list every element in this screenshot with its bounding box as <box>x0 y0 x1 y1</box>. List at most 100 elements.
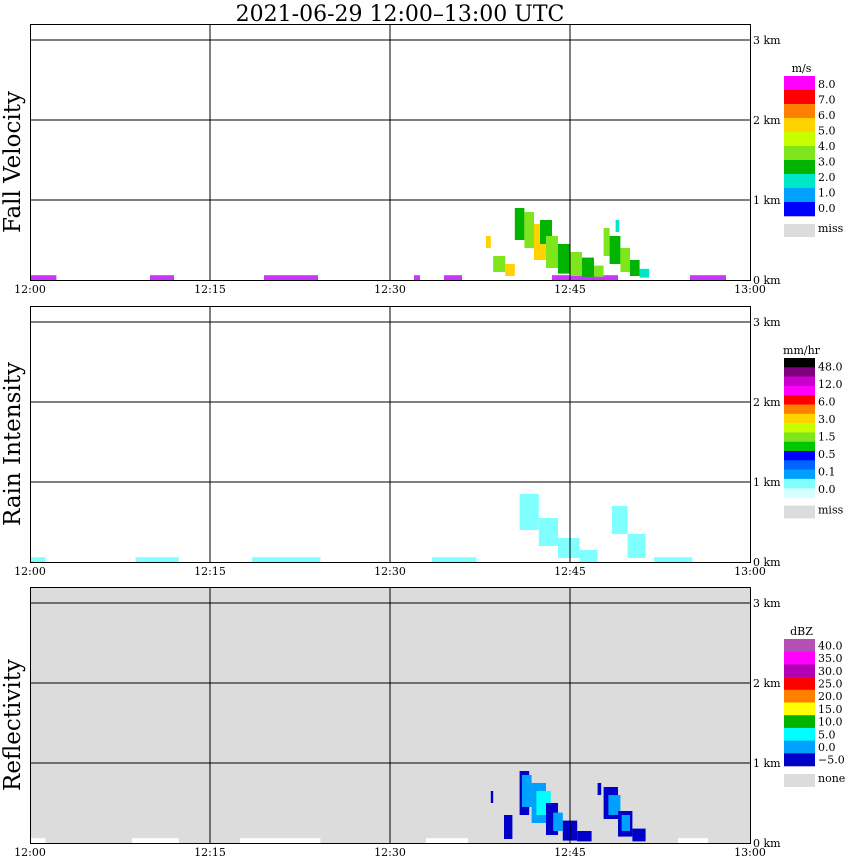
data-cell <box>252 557 321 562</box>
data-cell <box>504 815 513 839</box>
colorbar-swatch <box>784 423 815 433</box>
data-cell <box>493 256 506 272</box>
colorbar-swatch <box>784 132 815 147</box>
colorbar-label: 10.0 <box>818 716 843 729</box>
colorbar-swatch <box>784 118 815 133</box>
data-cell <box>654 557 693 562</box>
y-tick-label: 1 km <box>753 757 781 770</box>
colorbar-label: 48.0 <box>818 361 843 374</box>
colorbar-label: 6.0 <box>818 396 836 409</box>
data-cell <box>632 828 646 842</box>
data-cell <box>603 228 610 256</box>
data-cell <box>558 538 580 558</box>
colorbar-label: 8.0 <box>818 78 836 91</box>
data-cell <box>627 534 646 558</box>
y-tick-label: 1 km <box>753 476 781 489</box>
colorbar-label: 1.0 <box>818 187 836 200</box>
colorbar-swatch <box>784 451 815 461</box>
figure-title: 2021-06-29 12:00–13:00 UTC <box>236 2 565 27</box>
colorbar-swatch <box>784 441 815 452</box>
colorbar-label: 12.0 <box>818 378 843 391</box>
x-tick-label: 12:00 <box>14 846 46 859</box>
colorbar-swatch <box>784 432 815 442</box>
x-tick-label: 12:00 <box>14 283 46 296</box>
colorbar-swatch <box>784 488 815 498</box>
colorbar-miss-label: miss <box>818 504 844 517</box>
x-tick-label: 13:00 <box>734 846 766 859</box>
x-tick-label: 12:45 <box>554 283 586 296</box>
colorbar-label: 40.0 <box>818 639 843 652</box>
x-tick-label: 12:30 <box>374 283 406 296</box>
y-tick-label: 3 km <box>753 34 781 47</box>
colorbar-swatch <box>784 478 815 489</box>
data-cell <box>30 838 46 843</box>
data-cell <box>678 838 708 843</box>
y-tick-label: 0 km <box>753 274 781 287</box>
plot-frame <box>30 587 751 844</box>
colorbar-swatch <box>784 76 815 91</box>
x-tick-label: 13:00 <box>734 565 766 578</box>
data-cell <box>546 236 558 268</box>
data-cell <box>538 518 558 546</box>
data-cell <box>264 275 318 280</box>
colorbar-swatch <box>784 413 815 424</box>
y-tick-label: 0 km <box>753 837 781 850</box>
colorbar-swatch <box>784 689 815 703</box>
data-cell <box>30 557 46 562</box>
data-cell <box>486 236 491 248</box>
data-cell <box>135 557 179 562</box>
colorbar-unit: mm/hr <box>783 344 821 357</box>
colorbar-miss-label: none <box>818 772 845 785</box>
x-tick-label: 12:15 <box>194 565 226 578</box>
colorbar-swatch <box>784 174 815 189</box>
data-cell <box>432 557 477 562</box>
colorbar-label: 2.0 <box>818 171 836 184</box>
colorbar-swatch <box>784 202 815 217</box>
colorbar-miss-swatch <box>784 224 815 237</box>
colorbar-swatch <box>784 376 815 387</box>
data-cell <box>505 264 515 276</box>
colorbar-label: 5.0 <box>818 124 836 137</box>
data-cell <box>608 795 621 815</box>
data-cell <box>615 220 620 232</box>
plot-frame <box>30 24 751 281</box>
data-cell <box>444 275 462 280</box>
y-tick-label: 2 km <box>753 677 781 690</box>
colorbar-label: 0.0 <box>818 202 836 215</box>
colorbar-swatch <box>784 469 815 480</box>
colorbar-swatch <box>784 753 815 767</box>
colorbar-unit: dBZ <box>790 625 813 638</box>
data-cell <box>519 494 539 530</box>
colorbar-swatch <box>784 715 815 729</box>
data-cell <box>597 783 602 795</box>
colorbar-label: 6.0 <box>818 109 836 122</box>
colorbar-swatch <box>784 395 815 405</box>
colorbar-miss-swatch <box>784 505 815 519</box>
colorbar-label: 15.0 <box>818 703 843 716</box>
x-tick-label: 12:30 <box>374 565 406 578</box>
data-cell <box>577 831 592 842</box>
data-cell <box>612 506 628 534</box>
y-tick-label: 0 km <box>753 556 781 569</box>
x-tick-label: 13:00 <box>734 283 766 296</box>
colorbar-label: −5.0 <box>818 754 845 767</box>
data-cell <box>570 252 582 276</box>
colorbar-label: 7.0 <box>818 93 836 106</box>
colorbar-miss-swatch <box>784 774 815 787</box>
colorbar-swatch <box>784 677 815 691</box>
colorbar-swatch <box>784 651 815 665</box>
data-cell <box>132 838 179 843</box>
data-cell <box>414 275 420 280</box>
x-tick-label: 12:45 <box>554 846 586 859</box>
colorbar-label: 30.0 <box>818 665 843 678</box>
colorbar-label: 20.0 <box>818 690 843 703</box>
data-cell <box>522 775 532 807</box>
data-cell <box>552 275 618 280</box>
colorbar-label: 4.0 <box>818 140 836 153</box>
data-cell <box>620 248 630 272</box>
colorbar-label: 0.0 <box>818 741 836 754</box>
panel-ylabel: Rain Intensity <box>0 362 26 526</box>
data-cell <box>609 236 621 264</box>
panel-ylabel: Reflectivity <box>0 659 26 791</box>
data-cell <box>426 838 468 843</box>
